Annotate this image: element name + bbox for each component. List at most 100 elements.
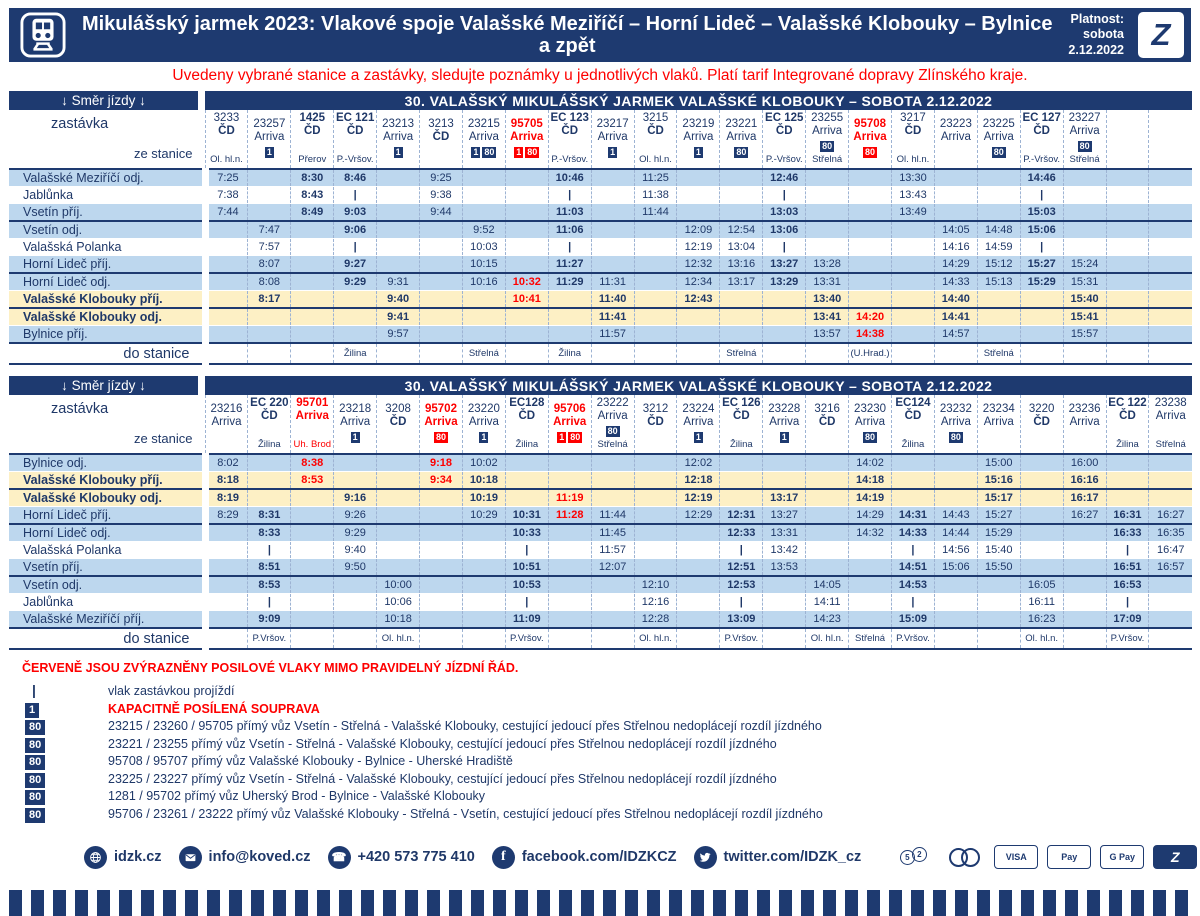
train-carrier: Arriva xyxy=(1069,416,1100,428)
time-cell: 9:09 xyxy=(247,610,291,629)
time-cell: 9:25 xyxy=(419,168,463,187)
station-name: Vsetín příj. xyxy=(9,203,209,222)
time-cell: 16:57 xyxy=(1148,558,1192,577)
time-cell xyxy=(848,593,892,611)
time-cell xyxy=(848,255,892,274)
time-cell: 12:02 xyxy=(676,453,720,472)
time-cell xyxy=(805,203,849,222)
station-row: Bylnice odj. 8:02 8:38 9:18 10:02 12:02 14:02 1… xyxy=(9,453,1192,472)
time-cell xyxy=(1019,541,1064,559)
time-cell xyxy=(1148,471,1192,490)
train-carrier: ČD xyxy=(303,125,321,137)
time-cell xyxy=(933,168,978,187)
badge-1: 1 xyxy=(264,147,274,158)
train-carrier: Arriva xyxy=(597,131,628,143)
train-header: 23221 Arriva 80 xyxy=(719,110,763,169)
time-cell xyxy=(848,168,892,187)
legend-text: 95706 / 23261 / 23222 přímý vůz Valašské… xyxy=(108,806,823,821)
time-cell xyxy=(891,255,935,274)
time-cell xyxy=(590,220,635,239)
train-number: 95706 xyxy=(553,403,586,415)
time-cell: 11:09 xyxy=(504,610,549,629)
to-station-cell xyxy=(1148,627,1192,650)
train-header: EC 126 ČD Žilina xyxy=(719,395,763,454)
to-station-cell: P.Vršov. xyxy=(719,627,763,650)
time-cell xyxy=(247,307,291,326)
time-cell xyxy=(333,325,377,344)
time-cell xyxy=(290,558,334,577)
time-cell xyxy=(376,523,420,542)
train-badges xyxy=(763,138,805,152)
time-cell xyxy=(805,558,849,577)
time-cell xyxy=(204,541,248,559)
train-carrier: ČD xyxy=(818,416,836,428)
train-number: EC 123 xyxy=(550,112,589,124)
time-cell: 16:17 xyxy=(1062,488,1107,507)
train-carrier: Arriva xyxy=(211,416,242,428)
time-cell: 15:17 xyxy=(976,488,1021,507)
train-header: 23230 Arriva 80 xyxy=(848,395,892,454)
to-station-cell xyxy=(1062,627,1107,650)
train-carrier: Arriva xyxy=(1155,410,1186,422)
time-cell xyxy=(504,488,549,507)
to-station-label: do stanice xyxy=(9,627,209,650)
mail-icon xyxy=(178,845,202,869)
validity-note: Platnost: sobota 2.12.2022 xyxy=(1068,12,1124,59)
time-cell xyxy=(805,541,849,559)
time-cell xyxy=(504,471,549,490)
to-station-cell xyxy=(762,342,806,365)
time-cell xyxy=(976,168,1021,187)
time-cell xyxy=(1148,272,1192,291)
to-station-label: do stanice xyxy=(9,342,209,365)
time-cell: 8:18 xyxy=(204,471,248,490)
train-badges xyxy=(334,138,376,152)
train-carrier: Arriva xyxy=(254,131,285,143)
time-cell xyxy=(419,325,463,344)
train-number: EC 220 xyxy=(250,397,289,409)
time-cell: 12:16 xyxy=(633,593,677,611)
time-cell: | xyxy=(504,593,549,611)
time-cell xyxy=(1062,168,1107,187)
train-from-station: Žilina xyxy=(258,439,281,450)
time-cell xyxy=(976,290,1021,309)
time-cell: 14:59 xyxy=(976,238,1021,256)
to-station-cell: Střelná xyxy=(848,627,892,650)
time-cell xyxy=(419,272,463,291)
time-cell xyxy=(547,523,592,542)
time-cell: 12:07 xyxy=(590,558,635,577)
time-cell: 10:03 xyxy=(461,238,506,256)
time-cell xyxy=(504,186,549,204)
legend-badge-1: 1 xyxy=(22,701,108,719)
badge-80: 80 xyxy=(863,432,878,443)
time-cell xyxy=(333,307,377,326)
time-cell: 15:00 xyxy=(976,453,1021,472)
station-name: Bylnice příj. xyxy=(9,325,209,344)
train-carrier: Arriva xyxy=(983,131,1014,143)
train-number: 23222 xyxy=(596,397,629,409)
time-cell xyxy=(1105,220,1149,239)
time-cell: 10:32 xyxy=(504,272,549,291)
to-station-cell xyxy=(461,627,506,650)
station-row: Valašská Polanka 7:57 | 10:03 | 12:19 13:04 | 14… xyxy=(9,238,1192,256)
train-badges: 1 80 xyxy=(463,144,505,158)
badge-1: 1 xyxy=(514,147,524,158)
stripe-band xyxy=(9,890,1191,916)
train-header: 23219 Arriva 1 xyxy=(676,110,720,169)
time-cell xyxy=(1105,471,1149,490)
time-cell xyxy=(547,575,592,594)
time-cell: 9:26 xyxy=(333,506,377,525)
time-cell xyxy=(590,186,635,204)
badge-80: 80 xyxy=(25,737,46,753)
time-cell xyxy=(461,168,506,187)
train-badges: 1 xyxy=(763,429,805,443)
to-station-cell xyxy=(1148,342,1192,365)
time-cell xyxy=(204,558,248,577)
time-cell xyxy=(676,203,720,222)
station-row: Jablůnka 7:38 8:43 | 9:38 | 11:38 | 13:43 | xyxy=(9,186,1192,204)
time-cell xyxy=(547,471,592,490)
time-cell: 9:40 xyxy=(333,541,377,559)
time-cell xyxy=(461,186,506,204)
time-cell: 14:46 xyxy=(1019,168,1064,187)
time-cell xyxy=(848,220,892,239)
